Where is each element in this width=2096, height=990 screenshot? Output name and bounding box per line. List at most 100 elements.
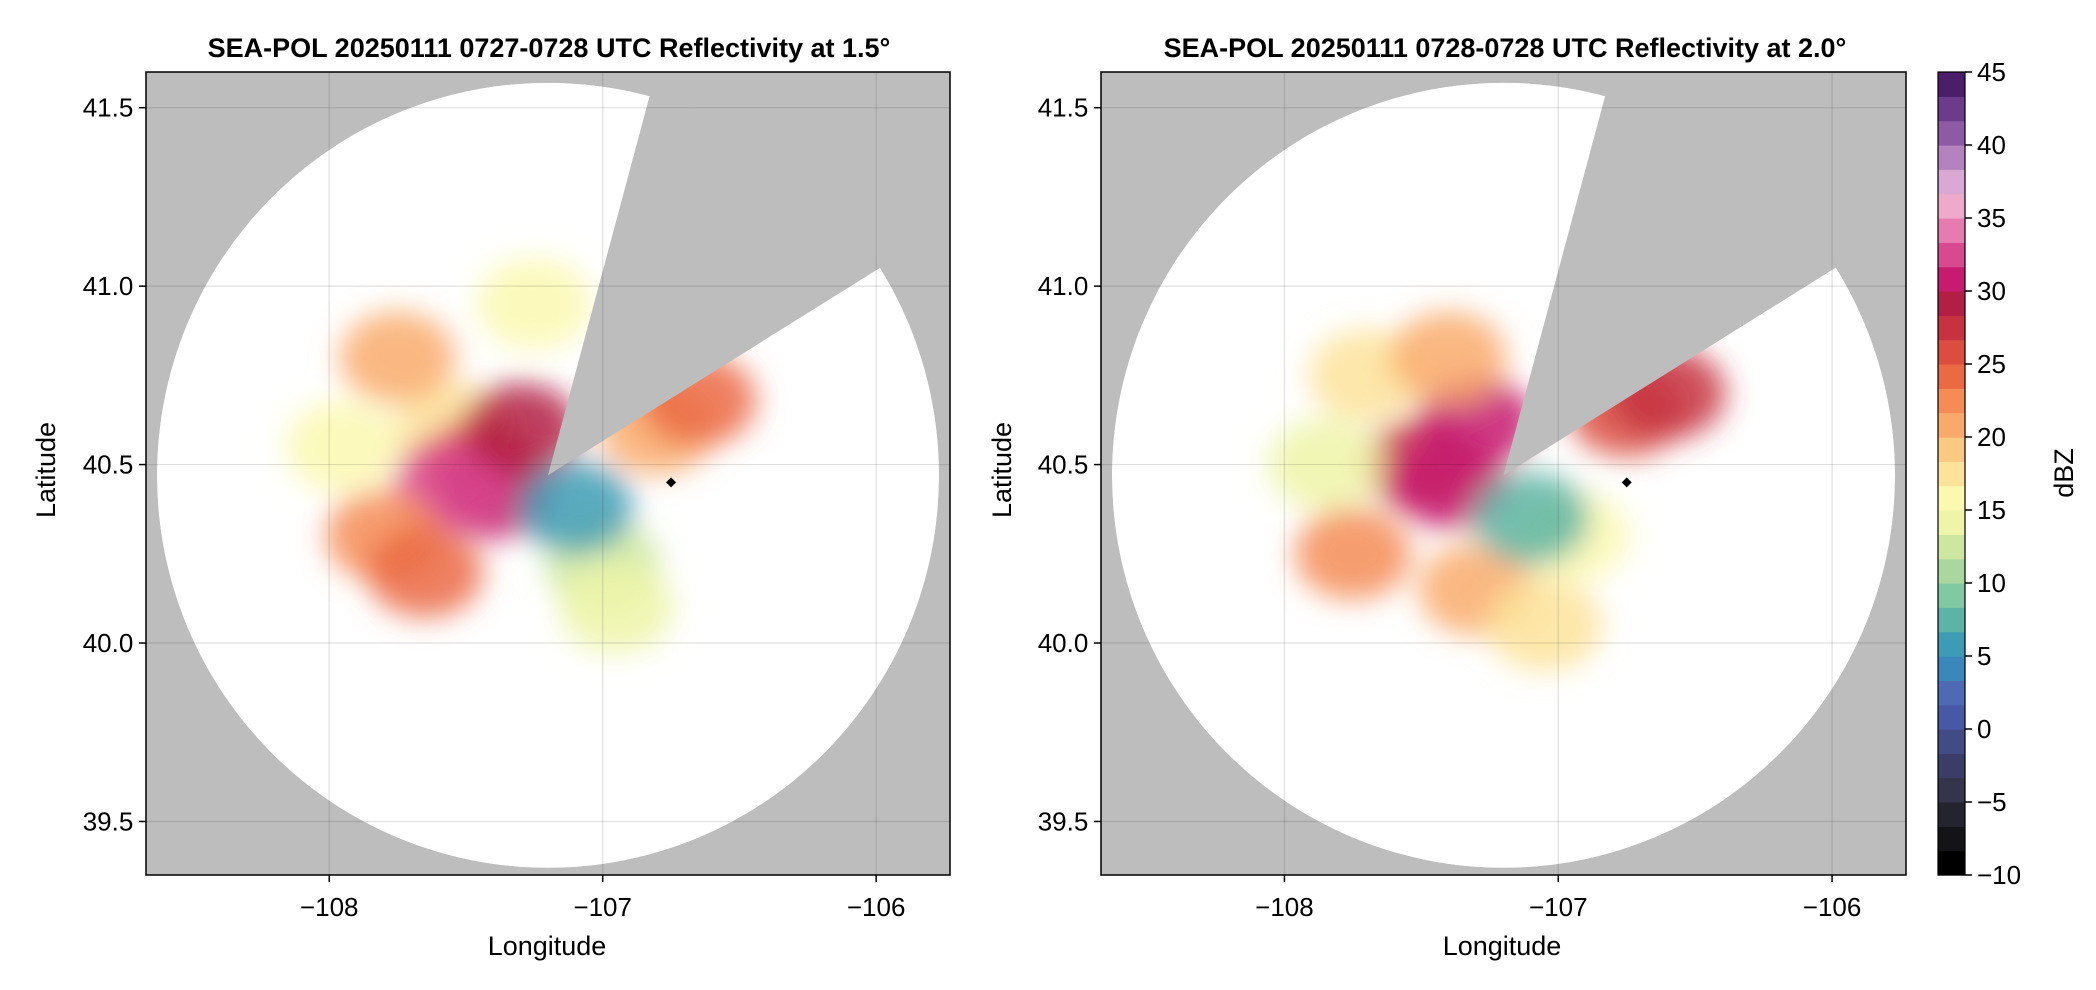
colorbar-swatch — [1938, 802, 1965, 827]
y-ticks-left: 39.5 40.0 40.5 41.0 41.5 — [83, 93, 146, 836]
y-tick-label: 40.5 — [1038, 450, 1089, 480]
plot-frame — [145, 71, 951, 876]
colorbar-swatch — [1938, 412, 1965, 438]
colorbar-swatch — [1938, 777, 1965, 803]
colorbar-swatch — [1938, 510, 1965, 535]
y-tick-label: 39.5 — [83, 806, 134, 836]
colorbar-tick-label: 20 — [1977, 422, 2006, 452]
colorbar-tick-label: 10 — [1977, 568, 2006, 598]
x-ticks-right: −108 −107 −106 — [1255, 875, 1861, 922]
colorbar-swatch — [1938, 145, 1965, 170]
colorbar-swatch — [1938, 656, 1965, 681]
echo-cell — [1267, 418, 1384, 511]
colorbar-tick-label: −10 — [1977, 860, 2021, 890]
echo-cell — [558, 561, 675, 654]
colorbar-swatch — [1938, 558, 1965, 584]
x-tick-label: −106 — [847, 892, 906, 922]
colorbar-frame — [1937, 71, 1966, 876]
y-tick-label: 40.0 — [83, 628, 134, 658]
y-tick-label: 41.0 — [83, 271, 134, 301]
x-ticks-left: −108 −107 −106 — [300, 875, 906, 922]
colorbar-swatch — [1938, 461, 1965, 487]
y-tick-label: 40.5 — [83, 450, 134, 480]
colorbar-tick-label: 30 — [1977, 276, 2006, 306]
colorbar-tick-label: 40 — [1977, 130, 2006, 160]
y-tick-label: 41.5 — [83, 93, 134, 123]
colorbar-swatch — [1938, 534, 1965, 560]
x-tick-label: −107 — [573, 892, 632, 922]
echo-cell — [517, 461, 634, 554]
colorbar-swatch — [1938, 193, 1965, 219]
grid — [146, 72, 950, 875]
colorbar-swatch — [1938, 729, 1965, 754]
panel-right: SEA-POL 20250111 0728-0728 UTC Reflectiv… — [987, 33, 1907, 961]
colorbar-swatch — [1938, 96, 1965, 122]
y-tick-label: 41.5 — [1038, 93, 1089, 123]
y-tick-label: 41.0 — [1038, 271, 1089, 301]
colorbar-swatch — [1938, 388, 1965, 414]
colorbar-swatch — [1938, 826, 1965, 852]
colorbar-ticks: −10 −5 0 5 10 15 20 25 30 35 40 45 — [1965, 57, 2021, 890]
echo-cell — [1390, 311, 1507, 404]
echo-layer — [284, 257, 757, 654]
colorbar-swatch — [1938, 315, 1965, 341]
chart-title-left: SEA-POL 20250111 0727-0728 UTC Reflectiv… — [208, 33, 891, 63]
out-of-range-mask — [1101, 72, 1906, 875]
echo-cell — [366, 525, 483, 618]
colorbar-tick-label: 0 — [1977, 714, 1991, 744]
colorbar-swatch — [1938, 607, 1965, 633]
colorbar-tick-label: 35 — [1977, 203, 2006, 233]
echo-cell — [476, 257, 593, 350]
echo-cell — [462, 382, 579, 475]
colorbar-swatch — [1938, 242, 1965, 268]
out-of-range-mask — [146, 72, 950, 875]
x-tick-label: −108 — [1255, 892, 1314, 922]
colorbar-swatch — [1938, 850, 1965, 876]
colorbar-label: dBZ — [2049, 448, 2079, 498]
echo-cell — [284, 400, 401, 493]
colorbar-swatch — [1938, 72, 1965, 97]
y-axis-label-left: Latitude — [31, 422, 61, 518]
grid — [1101, 72, 1906, 875]
colorbar-swatch — [1938, 437, 1965, 462]
colorbar: −10 −5 0 5 10 15 20 25 30 35 40 45 dBZ — [1937, 57, 2079, 890]
colorbar-tick-label: −5 — [1977, 787, 2007, 817]
y-ticks-right: 39.5 40.0 40.5 41.0 41.5 — [1038, 93, 1101, 836]
echo-cell — [339, 311, 456, 404]
plot-frame — [1100, 71, 1907, 876]
colorbar-swatches — [1937, 71, 1966, 876]
colorbar-swatch — [1938, 631, 1965, 657]
colorbar-swatch — [1938, 291, 1965, 316]
x-axis-label-right: Longitude — [1443, 931, 1562, 961]
colorbar-tick-label: 45 — [1977, 57, 2006, 87]
echo-cell — [1472, 472, 1589, 565]
echo-cell — [1294, 507, 1411, 600]
colorbar-swatch — [1938, 364, 1965, 389]
echo-cell — [1486, 579, 1603, 672]
colorbar-swatch — [1938, 120, 1965, 146]
colorbar-tick-label: 25 — [1977, 349, 2006, 379]
colorbar-tick-label: 15 — [1977, 495, 2006, 525]
panel-left: SEA-POL 20250111 0727-0728 UTC Reflectiv… — [31, 33, 951, 961]
colorbar-swatch — [1938, 485, 1965, 511]
site-marker — [1621, 477, 1632, 488]
plot-area-right — [1100, 71, 1907, 876]
x-axis-label-left: Longitude — [488, 931, 607, 961]
colorbar-swatch — [1938, 218, 1965, 243]
colorbar-tick-label: 5 — [1977, 641, 1991, 671]
colorbar-swatch — [1938, 169, 1965, 195]
plot-area-left — [145, 71, 951, 876]
colorbar-swatch — [1938, 583, 1965, 608]
chart-title-right: SEA-POL 20250111 0728-0728 UTC Reflectiv… — [1164, 33, 1847, 63]
y-tick-label: 39.5 — [1038, 806, 1089, 836]
colorbar-swatch — [1938, 753, 1965, 779]
colorbar-swatch — [1938, 704, 1965, 730]
x-tick-label: −106 — [1803, 892, 1862, 922]
x-tick-label: −107 — [1529, 892, 1588, 922]
y-tick-label: 40.0 — [1038, 628, 1089, 658]
colorbar-swatch — [1938, 680, 1965, 706]
x-tick-label: −108 — [300, 892, 359, 922]
colorbar-swatch — [1938, 266, 1965, 292]
site-marker — [666, 477, 677, 488]
